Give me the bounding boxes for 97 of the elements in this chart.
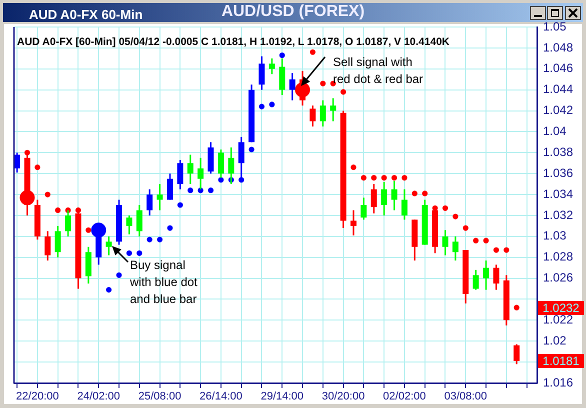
candlestick [177, 159, 184, 190]
candlestick [44, 230, 51, 262]
point [493, 247, 500, 253]
point [402, 174, 408, 181]
point [136, 250, 142, 256]
x-tick-label: 02/02:00 [383, 390, 426, 403]
point [44, 192, 50, 198]
point [106, 287, 112, 293]
point [177, 202, 183, 208]
point [442, 205, 448, 211]
candlestick [350, 209, 356, 236]
point [269, 102, 275, 108]
candlestick [106, 236, 112, 256]
point [462, 225, 468, 231]
candlestick [320, 100, 326, 128]
point [279, 52, 285, 58]
x-tick-label: 29/14:00 [260, 390, 304, 403]
candlestick [360, 196, 367, 220]
y-tick-label: 1.032 [543, 208, 574, 222]
candlestick [268, 58, 275, 75]
text: 1.0232 [538, 300, 584, 315]
y-tick-label: 1.048 [543, 40, 574, 54]
y-tick-label: 1.03 [543, 228, 567, 243]
y-tick-label: 1.042 [543, 103, 574, 118]
candlestick [472, 269, 479, 291]
point [146, 236, 152, 242]
point [360, 174, 366, 181]
point [55, 207, 61, 214]
candlestick [452, 236, 458, 262]
x-tick-label: 25/08:00 [138, 390, 182, 403]
point [412, 190, 418, 196]
candlestick [289, 72, 296, 102]
candlestick [146, 188, 153, 216]
candlestick [258, 56, 265, 91]
candlestick [54, 225, 61, 258]
point [167, 225, 173, 231]
point [116, 272, 122, 278]
y-tick-label: 1.028 [543, 250, 574, 264]
annotation: Buy signal with blue dot and blue bar [130, 257, 198, 308]
y-tick-label: 1.026 [543, 270, 574, 285]
x-tick-label: 26/14:00 [200, 390, 242, 403]
text: AUD A0-FX 60-Min [29, 7, 143, 22]
candlestick [493, 264, 500, 291]
point [320, 80, 326, 86]
candlestick [187, 154, 194, 185]
candlestick [514, 344, 520, 365]
text: AUD A0-FX [60-Min] 05/04/12 -0.0005 C 1.0181, H 1.0192, L 1.0178, O 1.0187, V 10.4140K [17, 36, 450, 48]
y-tick-label: 1.02 [543, 333, 567, 348]
point [310, 49, 316, 55]
y-tick-label: 1.022 [543, 312, 574, 326]
point [391, 174, 398, 181]
point [514, 304, 520, 310]
point [156, 236, 163, 242]
candlestick [310, 104, 316, 128]
text: 1.0181 [538, 354, 584, 368]
y-tick-label: 1.038 [543, 144, 574, 159]
x-tick-label: 03/08:00 [444, 390, 488, 403]
y-tick-label: 1.046 [543, 61, 574, 76]
point [248, 146, 254, 152]
candlestick [330, 97, 336, 122]
point [483, 238, 489, 244]
y-tick-label: 1.016 [543, 375, 574, 390]
point [350, 164, 356, 170]
y-tick-label: 1.034 [543, 186, 574, 201]
annotation: Sell signal with red dot & red bar [333, 54, 424, 88]
point [208, 188, 214, 194]
point [422, 190, 428, 196]
point [258, 104, 265, 110]
y-tick-label: 1.05 [543, 19, 567, 34]
candlestick [166, 172, 173, 201]
point [473, 238, 479, 244]
point [504, 247, 510, 253]
x-tick-label: 24/02:00 [77, 390, 120, 403]
point [218, 177, 224, 183]
candlestick [483, 260, 490, 291]
y-tick-label: 1.044 [543, 82, 574, 96]
point [452, 214, 458, 220]
candlestick [136, 204, 142, 238]
candlestick [370, 183, 377, 214]
point [381, 174, 387, 181]
point [34, 164, 40, 170]
candlestick [156, 183, 163, 211]
x-tick-label: 30/20:00 [322, 390, 365, 403]
point [340, 89, 346, 95]
candlestick [401, 188, 408, 220]
point [188, 188, 194, 194]
y-tick-label: 1.036 [543, 166, 574, 180]
candlestick [65, 209, 72, 238]
candlestick [381, 181, 388, 216]
point [371, 174, 377, 181]
x-tick-label: 22/20:00 [16, 390, 59, 403]
point [86, 227, 92, 233]
candlestick [442, 229, 448, 256]
chart-title: AUD/USD (FOREX) [221, 3, 365, 20]
y-tick-label: 1.04 [543, 124, 567, 138]
point [126, 250, 132, 256]
candlestick [126, 214, 132, 236]
